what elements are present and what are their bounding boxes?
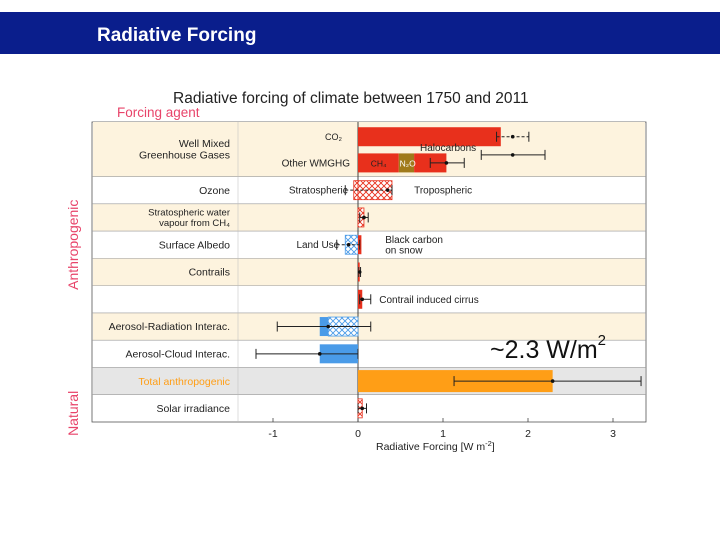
total-forcing-annotation: ~2.3 W/m2 <box>490 332 606 365</box>
bar-ch- <box>358 153 399 173</box>
group-label-anthropogenic: Anthropogenic <box>65 200 81 290</box>
row-label: Aerosol-Cloud Interac. <box>126 348 230 360</box>
row-label: Well Mixed <box>179 138 230 150</box>
row-label: Aerosol-Radiation Interac. <box>109 321 230 333</box>
inline-label: Contrail induced cirrus <box>379 295 479 306</box>
x-tick-label: 3 <box>610 428 616 440</box>
co2-label: CO₂ <box>325 132 343 142</box>
title-bar: Radiative Forcing <box>0 12 720 54</box>
left-label: Stratospheric <box>289 186 348 197</box>
wmghg-total-best-point <box>510 153 515 157</box>
row-4-best-point <box>357 270 362 274</box>
ch4-label: CH₄ <box>371 158 387 168</box>
right-label: Black carbon <box>385 235 443 246</box>
ghg-0-best-point <box>510 134 515 139</box>
row-label: Contrails <box>189 267 230 279</box>
row-1-best-point <box>385 188 390 192</box>
row-label: Greenhouse Gases <box>139 150 230 162</box>
row-label: Total anthropogenic <box>138 376 230 388</box>
other-wmghg-label: Other WMGHG <box>282 158 351 169</box>
left-label: Land Use <box>296 240 339 251</box>
halocarbons-label: Halocarbons <box>420 143 476 154</box>
bar-co- <box>358 127 501 147</box>
row-band <box>93 203 645 232</box>
row-3-best-point <box>346 242 351 247</box>
bar-n-o <box>398 153 415 173</box>
n2o-label: N₂O <box>400 158 416 168</box>
right-label: on snow <box>385 245 423 256</box>
group-label-natural: Natural <box>65 391 81 436</box>
right-label: Tropospheric <box>414 186 472 197</box>
x-tick-label: 1 <box>440 428 446 440</box>
annotation-text: ~2.3 W/m <box>490 336 598 364</box>
row-8-best-point <box>550 379 555 383</box>
chart-title: Radiative forcing of climate between 175… <box>173 90 529 107</box>
row-5-best-point <box>360 297 365 302</box>
row-9-best-point <box>360 406 365 411</box>
row-label: vapour from CH₄ <box>159 218 230 229</box>
column-header: Forcing agent <box>117 105 200 120</box>
row-label: Surface Albedo <box>159 239 230 251</box>
x-tick-label: 0 <box>355 428 361 440</box>
x-axis-label: Radiative Forcing [W m-2] <box>376 439 495 453</box>
slide-title: Radiative Forcing <box>97 25 257 46</box>
row-band <box>93 258 645 286</box>
x-tick-label: 2 <box>525 428 531 440</box>
row-label: Solar irradiance <box>156 403 230 415</box>
row-label: Ozone <box>199 185 230 197</box>
annotation-superscript: 2 <box>597 332 607 349</box>
x-tick-label: -1 <box>268 428 277 440</box>
row-6-best-point <box>326 324 331 329</box>
ghg-1-best-point <box>444 161 449 165</box>
row-7-best-point <box>317 352 322 356</box>
row-2-best-point <box>362 215 366 220</box>
row-label: Stratospheric water <box>148 208 230 219</box>
